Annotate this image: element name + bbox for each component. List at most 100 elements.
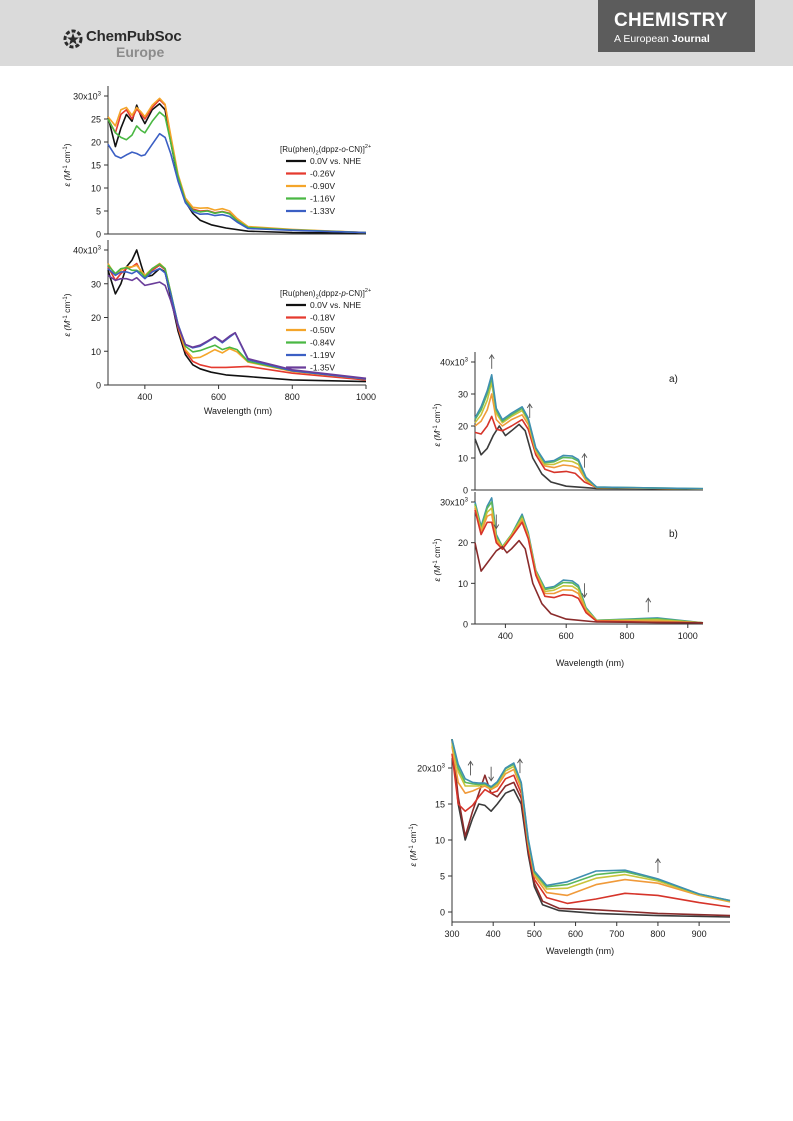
series-line	[451, 739, 731, 902]
x-tick-label: 900	[692, 929, 707, 939]
x-tick-label: 700	[609, 929, 624, 939]
y-tick-label: 30	[91, 279, 101, 289]
x-tick-label: 800	[285, 392, 300, 402]
y-tick-label: 10	[91, 347, 101, 357]
trend-arrow-head	[488, 353, 495, 360]
chempubsoc-star-icon	[63, 29, 83, 49]
panel-label: b)	[669, 529, 678, 540]
y-axis-label: ε (M-1 cm-1)	[62, 143, 72, 186]
trend-arrow-head	[581, 452, 588, 458]
legend-entry: -1.33V	[310, 206, 335, 216]
trend-arrow-head	[581, 593, 588, 599]
x-tick-label: 800	[650, 929, 665, 939]
series-line	[474, 415, 704, 490]
legend-entry: -0.26V	[310, 169, 335, 179]
x-tick-label: 400	[486, 929, 501, 939]
y-tick-label: 30x103	[440, 498, 469, 508]
legend-entry: 0.0V vs. NHE	[310, 156, 361, 166]
x-tick-label: 600	[568, 929, 583, 939]
x-tick-label: 300	[444, 929, 459, 939]
trend-arrow-head	[467, 760, 474, 766]
trend-arrow-head	[488, 776, 495, 782]
y-axis-label: ε (M-1 cm-1)	[62, 293, 72, 336]
publisher-logo-text: ChemPubSoc	[86, 28, 182, 45]
x-axis-label: Wavelength (nm)	[546, 946, 614, 956]
y-tick-label: 0	[463, 620, 468, 630]
journal-subtitle-bold: Journal	[671, 33, 710, 45]
y-tick-label: 10	[458, 454, 468, 464]
x-tick-label: 600	[559, 631, 574, 641]
x-tick-label: 600	[211, 392, 226, 402]
y-tick-label: 0	[96, 230, 101, 240]
series-line	[451, 742, 731, 902]
y-tick-label: 15	[435, 800, 445, 810]
series-line	[107, 111, 367, 234]
y-tick-label: 15	[91, 161, 101, 171]
trend-arrow-head	[645, 597, 652, 603]
trend-arrow-head	[526, 403, 533, 409]
legend-title: [Ru(phen)2(dppz-o-CN)]2+	[280, 144, 371, 157]
x-tick-label: 1000	[356, 392, 376, 402]
x-axis-label: Wavelength (nm)	[556, 658, 624, 668]
legend-entry: -0.90V	[310, 181, 335, 191]
y-tick-label: 20	[458, 422, 468, 432]
y-tick-label: 5	[440, 872, 445, 882]
x-tick-label: 400	[498, 631, 513, 641]
series-line	[451, 739, 731, 917]
y-tick-label: 0	[96, 381, 101, 391]
publisher-logo-subtext: Europe	[116, 44, 165, 60]
trend-arrow-head	[493, 524, 500, 530]
y-tick-label: 40x103	[73, 246, 102, 256]
trend-arrow-head	[655, 858, 661, 864]
y-tick-label: 25	[91, 115, 101, 125]
x-tick-label: 800	[619, 631, 634, 641]
x-tick-label: 1000	[678, 631, 698, 641]
legend-entry: -1.35V	[310, 363, 335, 373]
legend-entry: -1.16V	[310, 194, 335, 204]
series-line	[451, 739, 731, 918]
x-axis-label: Wavelength (nm)	[204, 406, 272, 416]
trend-arrow-head	[517, 758, 523, 764]
journal-subtitle-prefix: A European	[614, 33, 669, 45]
y-tick-label: 40x103	[440, 358, 469, 368]
journal-title-box	[598, 0, 755, 52]
y-axis-label: ε (M-1 cm-1)	[432, 403, 442, 446]
y-axis-label: ε (M-1 cm-1)	[408, 823, 418, 866]
legend-entry: -0.84V	[310, 338, 335, 348]
series-line	[451, 753, 731, 908]
y-tick-label: 30x103	[73, 92, 102, 102]
panel-label: a)	[669, 374, 678, 385]
y-tick-label: 0	[463, 486, 468, 496]
legend-entry: 0.0V vs. NHE	[310, 300, 361, 310]
journal-subtitle: A European Journal	[614, 33, 710, 45]
y-tick-label: 10	[435, 836, 445, 846]
series-line	[451, 746, 731, 903]
y-tick-label: 20	[458, 538, 468, 548]
series-line	[474, 423, 704, 490]
legend-entry: -1.19V	[310, 350, 335, 360]
series-line	[474, 509, 704, 624]
series-line	[451, 739, 731, 902]
journal-title: CHEMISTRY	[614, 10, 728, 31]
y-tick-label: 20	[91, 138, 101, 148]
series-line	[474, 539, 704, 624]
y-axis-label: ε (M-1 cm-1)	[432, 538, 442, 581]
y-tick-label: 20x103	[417, 764, 446, 774]
x-tick-label: 400	[137, 392, 152, 402]
legend-entry: -0.18V	[310, 313, 335, 323]
series-line	[474, 374, 704, 490]
y-tick-label: 30	[458, 390, 468, 400]
series-line	[107, 132, 367, 234]
y-tick-label: 5	[96, 207, 101, 217]
y-tick-label: 10	[458, 579, 468, 589]
y-tick-label: 0	[440, 908, 445, 918]
series-line	[107, 97, 367, 234]
y-tick-label: 20	[91, 313, 101, 323]
legend-title: [Ru(phen)2(dppz-p-CN)]2+	[280, 288, 371, 301]
legend-entry: -0.50V	[310, 325, 335, 335]
